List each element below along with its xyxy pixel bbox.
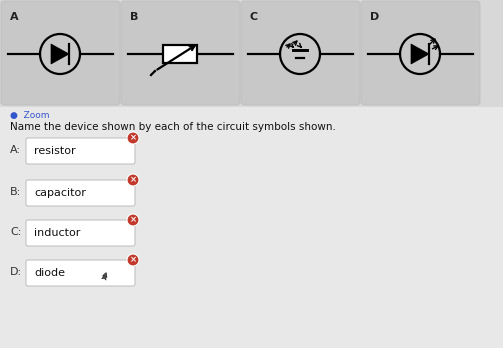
Text: B:: B:: [10, 187, 21, 197]
FancyBboxPatch shape: [26, 180, 135, 206]
FancyBboxPatch shape: [241, 1, 360, 105]
Text: inductor: inductor: [34, 228, 80, 238]
FancyBboxPatch shape: [121, 1, 240, 105]
Circle shape: [127, 254, 139, 266]
FancyBboxPatch shape: [26, 138, 135, 164]
Text: ●  Zoom: ● Zoom: [10, 111, 49, 120]
Text: A:: A:: [10, 145, 21, 155]
Circle shape: [127, 132, 139, 144]
FancyBboxPatch shape: [1, 1, 120, 105]
Text: resistor: resistor: [34, 146, 75, 156]
Polygon shape: [411, 44, 429, 64]
Text: capacitor: capacitor: [34, 188, 86, 198]
Bar: [163, 45, 197, 63]
Text: D:: D:: [10, 267, 22, 277]
Text: Name the device shown by each of the circuit symbols shown.: Name the device shown by each of the cir…: [10, 122, 336, 132]
Text: C:: C:: [10, 227, 21, 237]
FancyBboxPatch shape: [361, 1, 480, 105]
Polygon shape: [51, 44, 69, 64]
Circle shape: [127, 174, 139, 186]
Text: A: A: [10, 12, 19, 22]
Text: D: D: [370, 12, 379, 22]
FancyBboxPatch shape: [26, 220, 135, 246]
Text: B: B: [130, 12, 138, 22]
Text: ×: ×: [129, 134, 136, 142]
Text: C: C: [250, 12, 258, 22]
Text: diode: diode: [34, 268, 65, 278]
Bar: [0, 0, 503, 107]
Text: ×: ×: [129, 255, 136, 264]
FancyBboxPatch shape: [26, 260, 135, 286]
Circle shape: [127, 214, 139, 226]
Text: ×: ×: [129, 175, 136, 184]
Text: ×: ×: [129, 215, 136, 224]
